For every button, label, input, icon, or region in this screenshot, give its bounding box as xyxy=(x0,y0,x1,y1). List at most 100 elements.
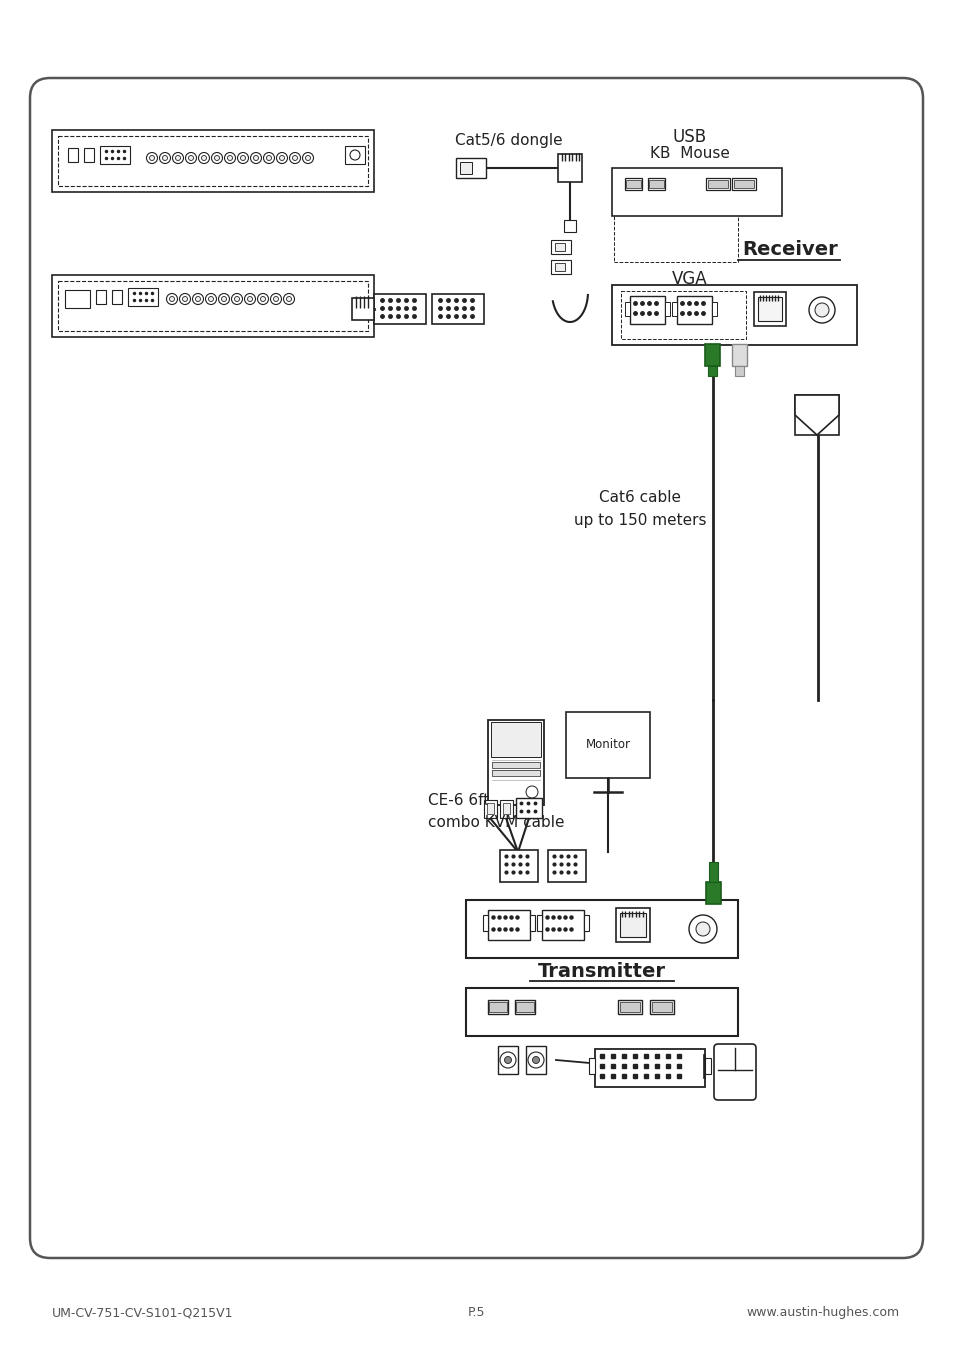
Bar xyxy=(58,281,368,331)
Circle shape xyxy=(263,153,274,163)
Bar xyxy=(374,294,426,324)
Bar xyxy=(758,297,781,321)
Polygon shape xyxy=(794,396,838,435)
Bar xyxy=(58,136,368,186)
Bar xyxy=(516,1002,534,1012)
Bar xyxy=(651,1002,671,1012)
Circle shape xyxy=(205,293,216,305)
Bar xyxy=(52,130,374,192)
Bar xyxy=(612,167,781,216)
Bar xyxy=(624,302,629,316)
Bar xyxy=(499,850,537,882)
Text: Transmitter: Transmitter xyxy=(537,963,665,981)
Bar xyxy=(516,798,541,818)
Circle shape xyxy=(224,153,235,163)
Text: USB: USB xyxy=(672,128,706,146)
Circle shape xyxy=(159,153,171,163)
FancyBboxPatch shape xyxy=(713,1044,755,1100)
Bar xyxy=(708,863,718,882)
Bar xyxy=(112,290,122,304)
Bar xyxy=(647,178,664,190)
Text: KB  Mouse: KB Mouse xyxy=(649,146,729,161)
Bar xyxy=(100,146,130,163)
Bar xyxy=(525,1046,545,1075)
Text: Cat5/6 dongle: Cat5/6 dongle xyxy=(455,134,562,148)
Bar xyxy=(541,910,583,940)
Circle shape xyxy=(218,293,230,305)
Bar xyxy=(515,1000,535,1014)
Bar xyxy=(482,915,488,931)
Circle shape xyxy=(214,155,219,161)
Circle shape xyxy=(221,297,226,301)
Bar xyxy=(465,900,738,958)
Bar xyxy=(555,243,564,251)
Circle shape xyxy=(289,153,300,163)
Circle shape xyxy=(232,293,242,305)
Circle shape xyxy=(257,293,268,305)
Circle shape xyxy=(499,1052,516,1068)
Bar xyxy=(707,366,717,377)
Bar xyxy=(52,275,374,338)
Circle shape xyxy=(350,150,359,161)
Text: VGA: VGA xyxy=(672,270,707,288)
Bar xyxy=(595,1049,704,1087)
Bar xyxy=(583,915,588,931)
Bar xyxy=(794,396,838,435)
Bar xyxy=(612,285,856,346)
Bar xyxy=(705,178,729,190)
Bar xyxy=(565,711,649,778)
Bar xyxy=(711,302,717,316)
Circle shape xyxy=(212,153,222,163)
Bar xyxy=(465,988,738,1035)
Bar xyxy=(345,146,365,163)
Bar xyxy=(664,302,669,316)
Circle shape xyxy=(525,786,537,798)
Text: www.austin-hughes.com: www.austin-hughes.com xyxy=(746,1305,899,1319)
Bar xyxy=(551,261,571,274)
Circle shape xyxy=(162,155,168,161)
Bar xyxy=(619,913,645,937)
Circle shape xyxy=(240,155,245,161)
Bar xyxy=(624,178,641,190)
Circle shape xyxy=(527,1052,543,1068)
Text: P.5: P.5 xyxy=(468,1305,485,1319)
Circle shape xyxy=(247,297,253,301)
Text: Monitor: Monitor xyxy=(585,738,630,752)
Circle shape xyxy=(172,153,183,163)
Bar xyxy=(456,158,485,178)
Circle shape xyxy=(532,1057,539,1064)
Bar xyxy=(68,148,78,162)
Bar xyxy=(649,1000,673,1014)
Bar xyxy=(629,296,664,324)
Circle shape xyxy=(198,153,210,163)
Text: UM-CV-751-CV-S101-Q215V1: UM-CV-751-CV-S101-Q215V1 xyxy=(52,1305,233,1319)
Circle shape xyxy=(150,155,154,161)
Circle shape xyxy=(244,293,255,305)
Bar xyxy=(96,290,106,304)
Bar xyxy=(551,240,571,254)
Circle shape xyxy=(227,155,233,161)
Bar xyxy=(618,1000,641,1014)
Bar xyxy=(704,1058,710,1075)
Bar xyxy=(558,154,581,182)
Bar xyxy=(491,722,540,757)
Bar xyxy=(547,850,585,882)
Bar xyxy=(489,1002,506,1012)
Circle shape xyxy=(814,302,828,317)
Bar xyxy=(648,180,663,188)
Bar xyxy=(671,302,677,316)
Circle shape xyxy=(179,293,191,305)
Bar xyxy=(733,180,753,188)
Circle shape xyxy=(266,155,272,161)
Bar xyxy=(677,296,711,324)
Circle shape xyxy=(170,297,174,301)
Bar xyxy=(731,178,755,190)
Bar xyxy=(588,1058,595,1075)
Bar xyxy=(488,910,530,940)
Circle shape xyxy=(276,153,287,163)
Bar xyxy=(352,298,374,320)
Circle shape xyxy=(234,297,239,301)
Bar xyxy=(620,292,745,339)
Bar xyxy=(65,290,90,308)
Bar xyxy=(488,720,543,805)
